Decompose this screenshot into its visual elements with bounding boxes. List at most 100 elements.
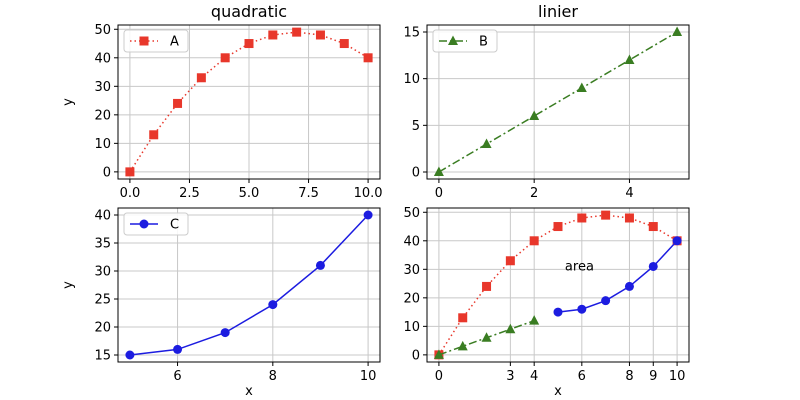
y-tick-label: 50 [94, 23, 111, 38]
data-point [672, 236, 682, 246]
axes-frame [426, 207, 690, 363]
data-point [601, 210, 611, 220]
y-tick-label: 30 [403, 263, 420, 278]
data-point [529, 110, 540, 120]
y-tick-label: 20 [94, 321, 111, 336]
y-tick-label: 25 [94, 293, 111, 308]
x-tick-label: 2 [530, 186, 538, 201]
legend-box [432, 29, 498, 53]
subplot-area: 0 3 4 6 8 9 10 0 10 20 30 40 50 x area [403, 206, 690, 399]
legend-marker [139, 219, 149, 229]
data-point [125, 350, 135, 360]
data-point [624, 281, 634, 291]
chart-title: quadratic [211, 2, 287, 21]
subplot-quadratic: 0.0 2.5 5.0 7.5 10.0 0 10 20 30 40 50 quadratic y A [61, 2, 383, 201]
data-point [624, 54, 635, 64]
y-tick-label: 20 [403, 291, 420, 306]
axes-frame [426, 24, 690, 180]
legend: C [123, 212, 189, 236]
series-line [129, 214, 369, 356]
y-tick-label: 0 [412, 348, 420, 363]
data-point [505, 256, 515, 266]
y-tick-label: 50 [403, 206, 420, 221]
data-point [648, 261, 658, 271]
data-point [482, 281, 492, 291]
data-point [268, 30, 278, 40]
y-tick-label: 35 [94, 237, 111, 252]
y-tick-label: 30 [94, 80, 111, 95]
subplot-linier: 0 2 4 0 5 10 15 linier B [403, 2, 690, 201]
data-point [196, 73, 206, 83]
data-point [268, 300, 278, 310]
data-point [648, 222, 658, 232]
data-point [173, 98, 183, 108]
data-point [292, 27, 302, 37]
x-tick-label: 0 [435, 186, 443, 201]
y-tick-label: 30 [94, 265, 111, 280]
y-axis-label: y [61, 98, 76, 106]
data-point [553, 307, 563, 317]
x-tick-label: 0 [435, 369, 443, 384]
data-point [244, 39, 254, 49]
x-tick-label: 8 [625, 369, 633, 384]
data-point [481, 332, 492, 342]
y-tick-label: 10 [94, 137, 111, 152]
data-point [458, 313, 468, 323]
data-point [339, 39, 349, 49]
data-point [315, 30, 325, 40]
x-tick-label: 10.0 [354, 186, 383, 201]
data-point [672, 26, 683, 36]
data-point [220, 328, 230, 338]
y-tick-label: 40 [94, 209, 111, 224]
data-point [173, 344, 183, 354]
x-axis-label: x [554, 384, 562, 399]
x-tick-label: 9 [649, 369, 657, 384]
data-point [529, 236, 539, 246]
data-point [624, 213, 634, 223]
x-tick-label: 2.5 [179, 186, 200, 201]
annotation-text: area [565, 259, 594, 274]
data-point [481, 138, 492, 148]
data-point [505, 323, 516, 334]
y-tick-label: 40 [403, 234, 420, 249]
y-tick-label: 10 [403, 72, 420, 87]
x-tick-label: 6 [173, 369, 181, 384]
x-tick-label: 3 [506, 369, 514, 384]
x-tick-label: 5.0 [239, 186, 260, 201]
data-point [363, 53, 373, 63]
series-line [438, 31, 678, 173]
data-point [149, 130, 159, 140]
y-tick-label: 20 [94, 108, 111, 123]
legend-marker [139, 36, 149, 46]
series-line [438, 214, 678, 356]
legend: B [432, 29, 498, 53]
axes-frame [117, 207, 381, 363]
data-point [315, 260, 325, 270]
legend-label: C [170, 218, 179, 233]
x-axis-label: x [245, 384, 253, 399]
y-tick-label: 5 [412, 119, 420, 134]
y-tick-label: 15 [94, 349, 111, 364]
x-tick-label: 10 [669, 369, 686, 384]
data-point [433, 166, 444, 176]
data-point [577, 304, 587, 314]
series-line [557, 240, 678, 313]
data-point [457, 340, 468, 351]
y-tick-label: 15 [403, 26, 420, 41]
legend-label: B [479, 35, 488, 50]
x-tick-label: 0.0 [120, 186, 141, 201]
data-point [220, 53, 230, 63]
x-tick-label: 10 [360, 369, 377, 384]
data-point [529, 315, 540, 325]
x-tick-label: 4 [530, 369, 538, 384]
subplot-c: 6 8 10 15 20 25 30 35 40 x y C [61, 207, 381, 399]
chart-title: linier [538, 2, 578, 21]
legend-box [123, 29, 189, 53]
data-point [125, 167, 135, 177]
x-tick-label: 6 [578, 369, 586, 384]
x-tick-label: 8 [269, 369, 277, 384]
x-tick-label: 7.5 [298, 186, 319, 201]
legend-marker [448, 35, 458, 45]
y-tick-label: 0 [103, 165, 111, 180]
